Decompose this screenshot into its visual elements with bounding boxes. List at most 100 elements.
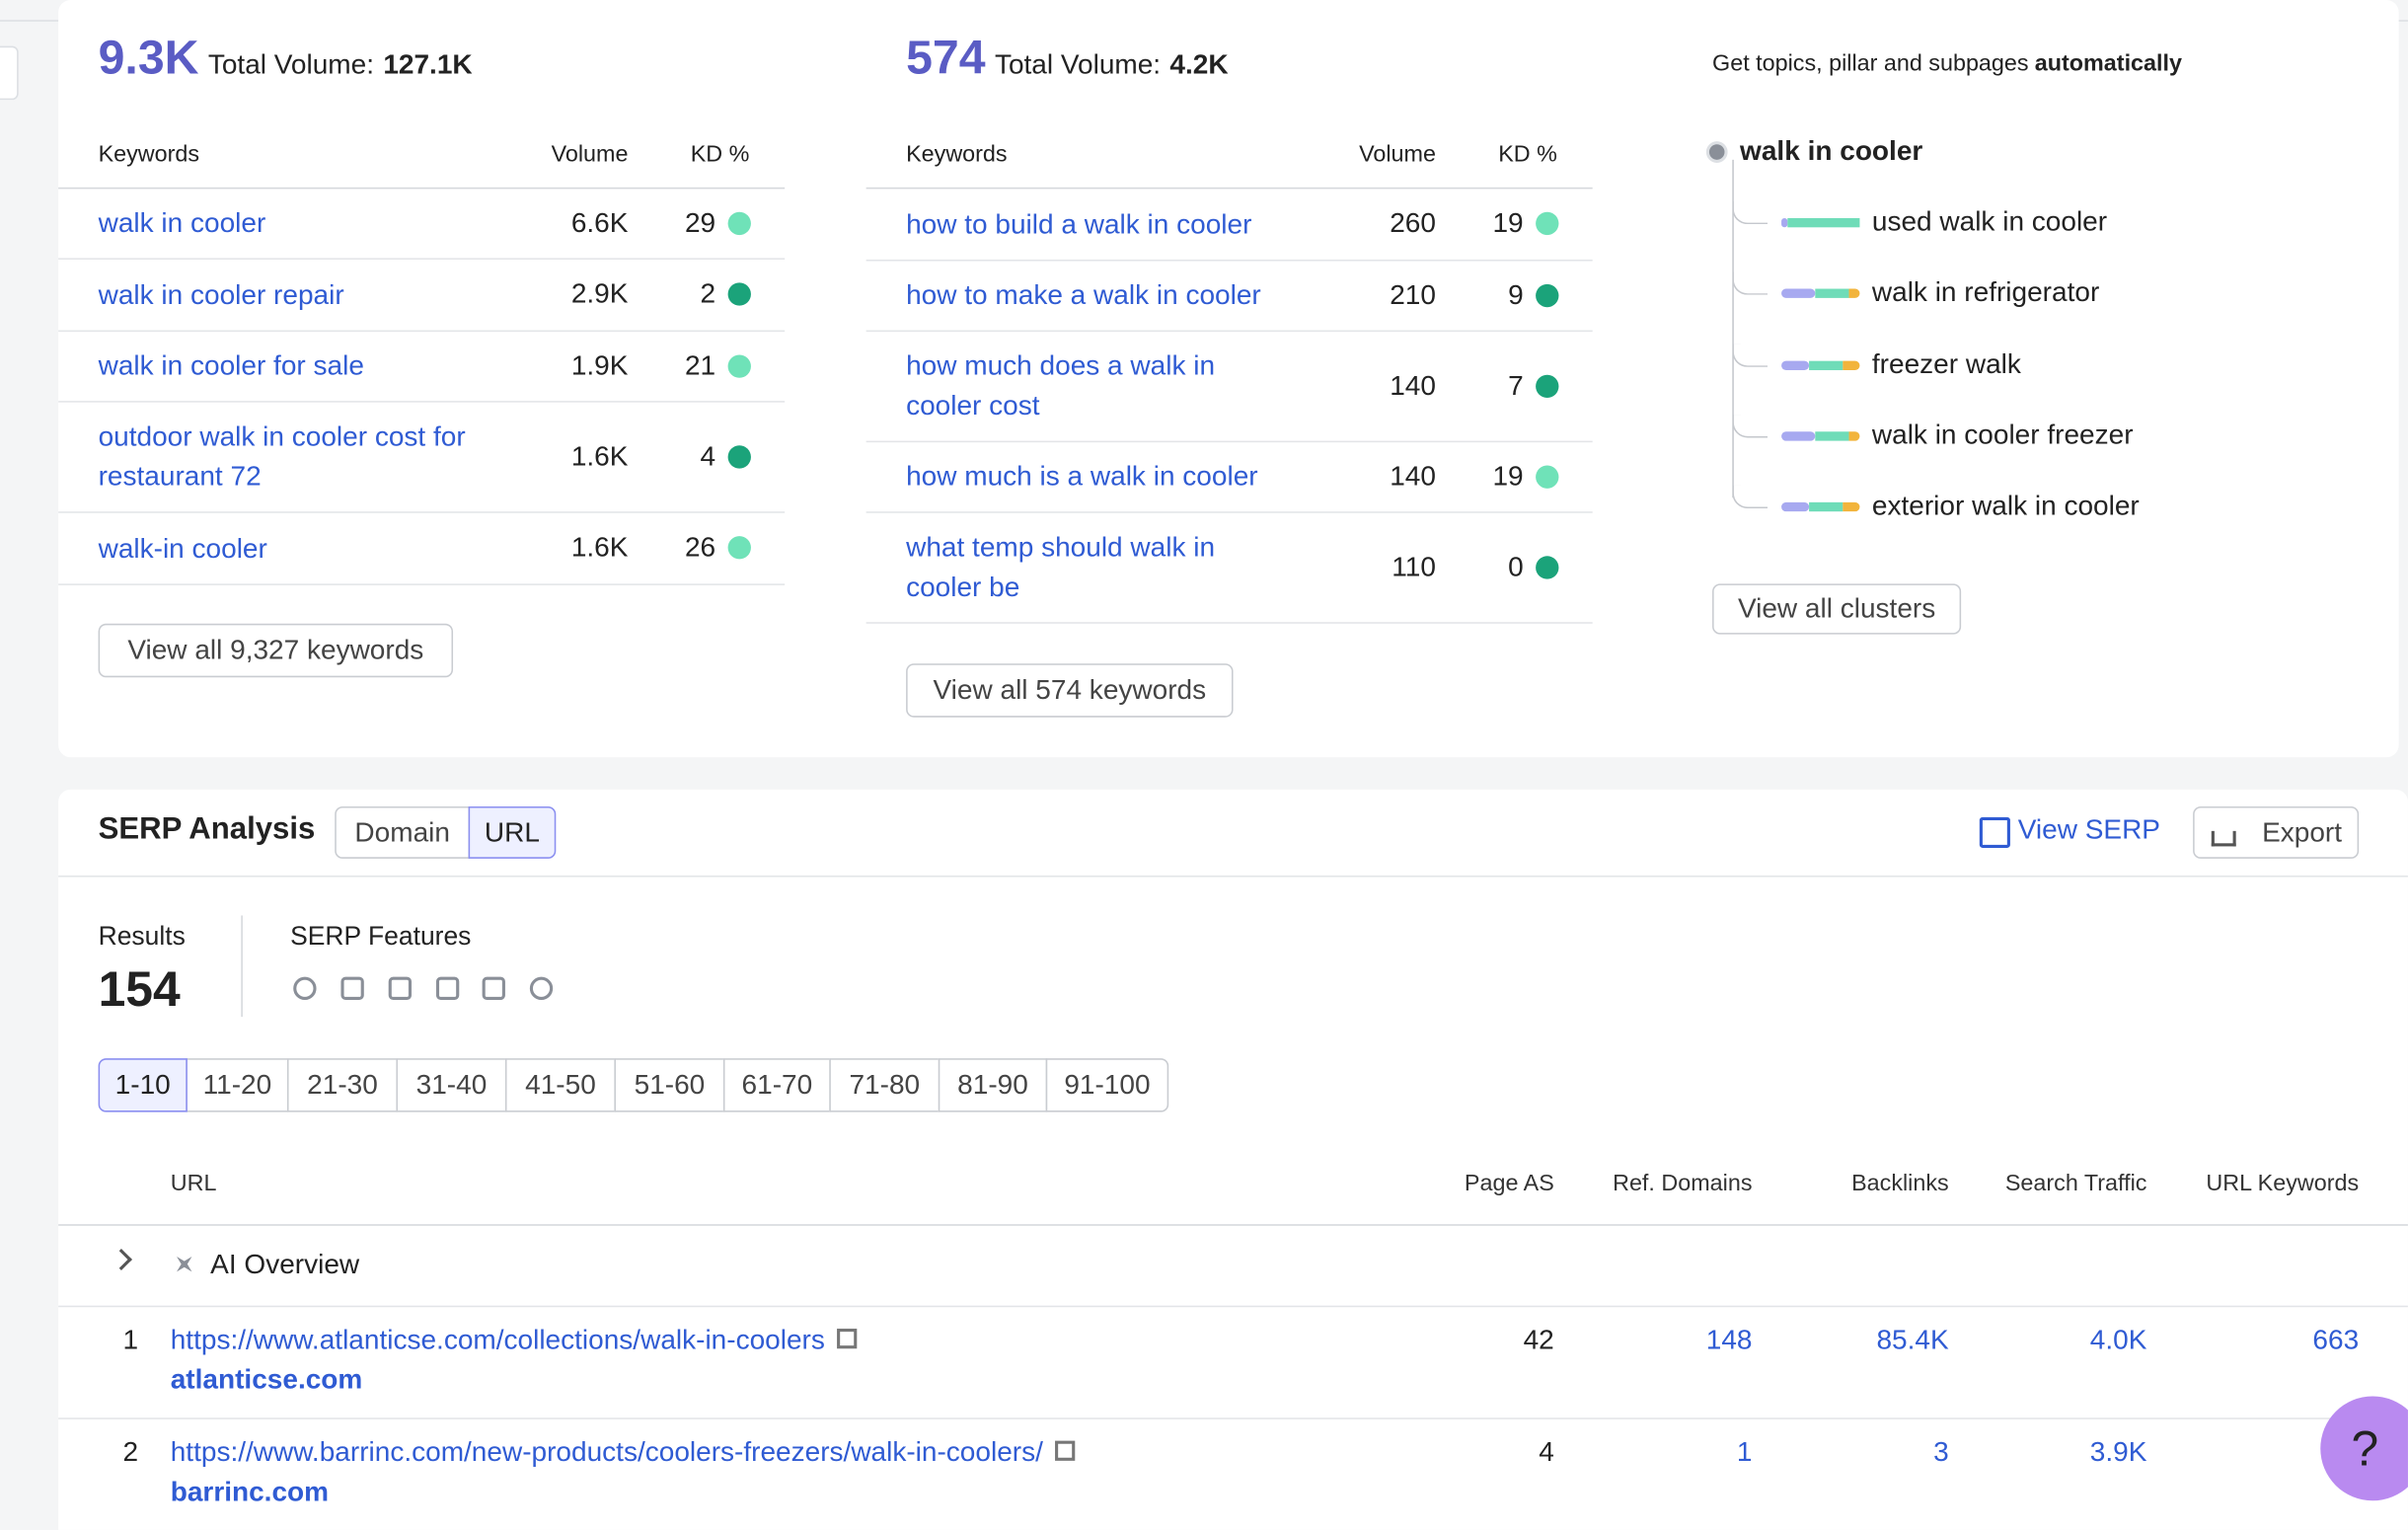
page-tab[interactable]: 81-90	[938, 1058, 1048, 1112]
volume: 1.9K	[570, 349, 629, 381]
metric[interactable]: 3	[1933, 1435, 1949, 1468]
domain[interactable]: barrinc.com	[170, 1476, 330, 1507]
rank: 2	[122, 1435, 139, 1468]
cluster-bar	[1809, 502, 1844, 512]
table-rule	[58, 1224, 2408, 1226]
cluster-bar	[1848, 289, 1860, 299]
kd-dot	[1536, 373, 1559, 398]
kd: 4	[700, 439, 716, 471]
header-volume: Volume	[1359, 141, 1436, 168]
volume: 260	[1390, 207, 1436, 239]
cluster-item[interactable]: freezer walk	[1871, 347, 2021, 379]
external-icon[interactable]	[837, 1329, 858, 1349]
keyword-link[interactable]: outdoor walk in cooler cost for restaura…	[98, 421, 466, 492]
cluster-bar	[1843, 502, 1860, 512]
keyword-row: outdoor walk in cooler cost for restaura…	[58, 401, 786, 513]
url-link[interactable]: https://www.atlanticse.com/collections/w…	[170, 1324, 825, 1355]
keyword-link[interactable]: how much is a walk in cooler	[906, 460, 1258, 492]
view-serp[interactable]: View SERP	[2017, 813, 2160, 845]
page-tab[interactable]: 71-80	[829, 1058, 941, 1112]
keyword-link[interactable]: what temp should walk in cooler be	[906, 531, 1216, 602]
tree-root: walk in cooler	[1740, 134, 1923, 167]
metric[interactable]: 1	[1736, 1435, 1753, 1468]
tree-branch	[1732, 343, 1768, 367]
page-tab[interactable]: 21-30	[286, 1058, 399, 1112]
metric[interactable]: 663	[2312, 1324, 2360, 1355]
view-serp-icon[interactable]	[1979, 816, 2010, 848]
volume-label: Total Volume:	[207, 48, 374, 80]
keyword-row: how to build a walk in cooler 260 19	[865, 188, 1593, 262]
keyword-link[interactable]: walk in cooler for sale	[98, 349, 364, 381]
kd: 19	[1492, 207, 1524, 239]
cluster-item[interactable]: walk in cooler freezer	[1871, 419, 2134, 450]
rank: 1	[122, 1324, 139, 1355]
page-tab[interactable]: 51-60	[614, 1058, 725, 1112]
feature-icon	[388, 976, 413, 1001]
page-tab[interactable]: 61-70	[722, 1058, 831, 1112]
page-tab[interactable]: 1-10	[98, 1058, 188, 1112]
feature-icon	[435, 976, 460, 1001]
keyword-row: walk in cooler for sale 1.9K 21	[58, 331, 786, 403]
toggle-domain[interactable]: Domain	[335, 805, 471, 859]
metric[interactable]: 3.9K	[2089, 1435, 2147, 1468]
serp-card	[58, 789, 2408, 1530]
metric[interactable]: 148	[1705, 1324, 1753, 1355]
volume: 140	[1390, 460, 1436, 492]
column-header: URL Keywords	[2206, 1170, 2360, 1197]
keyword-link[interactable]: how much does a walk in cooler cost	[906, 349, 1216, 421]
kd: 9	[1508, 278, 1524, 310]
keyword-link[interactable]: how to make a walk in cooler	[906, 279, 1261, 311]
external-icon[interactable]	[1055, 1440, 1076, 1461]
page-tab[interactable]: 11-20	[186, 1058, 289, 1112]
cluster-item[interactable]: exterior walk in cooler	[1871, 490, 2140, 521]
domain[interactable]: atlanticse.com	[170, 1363, 363, 1395]
metric: 42	[1523, 1324, 1554, 1355]
kd-dot	[727, 282, 751, 306]
keyword-row: walk-in cooler 1.6K 26	[58, 511, 786, 585]
tree-branch	[1732, 200, 1768, 225]
export-button[interactable]: Export	[2193, 805, 2360, 859]
column-header: Ref. Domains	[1613, 1170, 1753, 1197]
header-volume: Volume	[551, 141, 629, 168]
view-all-button[interactable]: View all 9,327 keywords	[98, 623, 454, 678]
column-header: Search Traffic	[2004, 1170, 2147, 1197]
side-tab[interactable]	[0, 45, 19, 101]
cluster-item[interactable]: used walk in cooler	[1871, 205, 2108, 237]
view-all-button[interactable]: View all 574 keywords	[906, 663, 1234, 718]
metric[interactable]: 4.0K	[2089, 1324, 2147, 1355]
keyword-link[interactable]: walk-in cooler	[98, 532, 267, 564]
kd-dot	[727, 210, 751, 235]
page-tab[interactable]: 41-50	[504, 1058, 616, 1112]
cluster-prompt: Get topics, pillar and subpages automatic…	[1712, 50, 2182, 76]
kd-dot	[1536, 555, 1559, 578]
help-button[interactable]: ?	[2320, 1396, 2408, 1501]
volume: 140	[1390, 369, 1436, 401]
divider	[241, 915, 243, 1018]
view-clusters-button[interactable]: View all clusters	[1712, 583, 1962, 635]
cluster-bar	[1809, 360, 1844, 370]
keyword-link[interactable]: walk in cooler	[98, 207, 266, 239]
cluster-item[interactable]: walk in refrigerator	[1871, 276, 2100, 308]
toggle-url[interactable]: URL	[468, 805, 557, 859]
keyword-link[interactable]: how to build a walk in cooler	[906, 207, 1252, 239]
prompt-text: Get topics, pillar and subpages	[1712, 50, 2029, 77]
page-tab[interactable]: 91-100	[1045, 1058, 1169, 1112]
header-keywords: Keywords	[906, 141, 1008, 168]
tree-branch	[1732, 414, 1768, 438]
header-keywords: Keywords	[98, 141, 200, 168]
keyword-row: how much is a walk in cooler 140 19	[865, 441, 1593, 513]
cluster-bar	[1781, 360, 1810, 370]
metric[interactable]: 85.4K	[1876, 1324, 1949, 1355]
feature-icon	[529, 976, 554, 1001]
features-label: SERP Features	[290, 921, 472, 952]
page-tab[interactable]: 31-40	[396, 1058, 507, 1112]
metric: 4	[1539, 1435, 1554, 1468]
kd-dot	[1536, 283, 1559, 307]
column-header: URL	[170, 1170, 217, 1197]
keyword-link[interactable]: walk in cooler repair	[98, 278, 344, 310]
kd: 19	[1492, 460, 1524, 492]
volume: 6.6K	[570, 206, 629, 238]
kd: 29	[684, 206, 716, 238]
results-value: 154	[98, 961, 181, 1018]
url-link[interactable]: https://www.barrinc.com/new-products/coo…	[170, 1435, 1043, 1468]
